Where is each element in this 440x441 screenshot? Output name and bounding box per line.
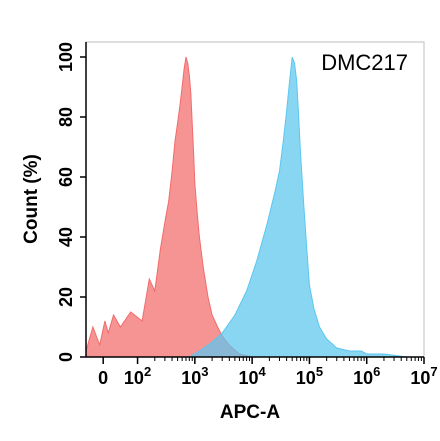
- x-tick-label: 103: [181, 364, 208, 388]
- y-tick-label: 80: [56, 107, 76, 127]
- histogram-area-2: [187, 56, 424, 358]
- panel-label: DMC217: [321, 50, 408, 75]
- x-tick-label: 107: [410, 364, 437, 388]
- histogram-area-1: [85, 56, 253, 358]
- y-tick-label: 40: [56, 227, 76, 247]
- y-tick-label: 60: [56, 167, 76, 187]
- x-tick-label: 106: [353, 364, 380, 388]
- x-tick-label: 104: [239, 364, 267, 388]
- y-tick-label: 0: [56, 352, 76, 362]
- x-tick-label: 0: [98, 368, 108, 388]
- y-tick-label: 20: [56, 287, 76, 307]
- x-axis-title: APC-A: [220, 402, 280, 423]
- x-tick-label: 102: [124, 364, 151, 388]
- y-axis-title: Count (%): [21, 154, 42, 244]
- series-group: [85, 56, 424, 358]
- y-tick-label: 100: [56, 42, 76, 72]
- x-tick-label: 105: [296, 364, 323, 388]
